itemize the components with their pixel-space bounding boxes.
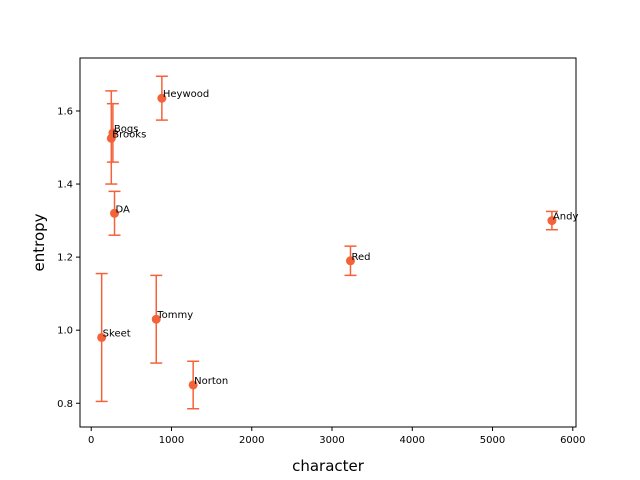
point-label: DA — [116, 204, 131, 215]
point-label: Andy — [553, 212, 579, 223]
data-point — [157, 93, 167, 103]
point-label: Heywood — [163, 89, 209, 100]
plot-frame — [79, 57, 577, 428]
data-point — [97, 332, 107, 342]
point-label: Norton — [194, 376, 228, 387]
data-point — [547, 216, 557, 226]
point-label: Tommy — [156, 310, 193, 321]
y-tick-label: 1.2 — [57, 253, 73, 264]
x-tick-label: 0 — [88, 435, 94, 446]
data-point — [345, 256, 355, 266]
y-tick-label: 0.8 — [57, 399, 73, 410]
x-tick-label: 6000 — [560, 435, 585, 446]
y-tick-label: 1.6 — [57, 106, 73, 117]
x-tick-label: 3000 — [319, 435, 344, 446]
point-label: Skeet — [103, 328, 131, 339]
point-label: Brooks — [112, 129, 146, 140]
x-tick-label: 2000 — [239, 435, 264, 446]
y-axis-ticks: 0.8 1.0 1.2 1.4 1.6 — [57, 106, 80, 410]
x-tick-label: 1000 — [159, 435, 184, 446]
point-label: Bogs — [114, 124, 139, 135]
data-point — [188, 380, 198, 390]
x-axis-title: character — [292, 457, 365, 475]
data-point — [110, 208, 120, 218]
y-axis-title: entropy — [30, 213, 48, 271]
x-tick-label: 4000 — [400, 435, 425, 446]
x-tick-label: 5000 — [480, 435, 505, 446]
data-point — [106, 133, 116, 143]
x-axis-ticks: 0 1000 2000 3000 4000 5000 6000 — [88, 427, 586, 446]
y-tick-label: 1.4 — [57, 180, 73, 191]
point-label: Red — [351, 252, 370, 263]
data-point — [151, 314, 161, 324]
y-tick-label: 1.0 — [57, 326, 73, 337]
